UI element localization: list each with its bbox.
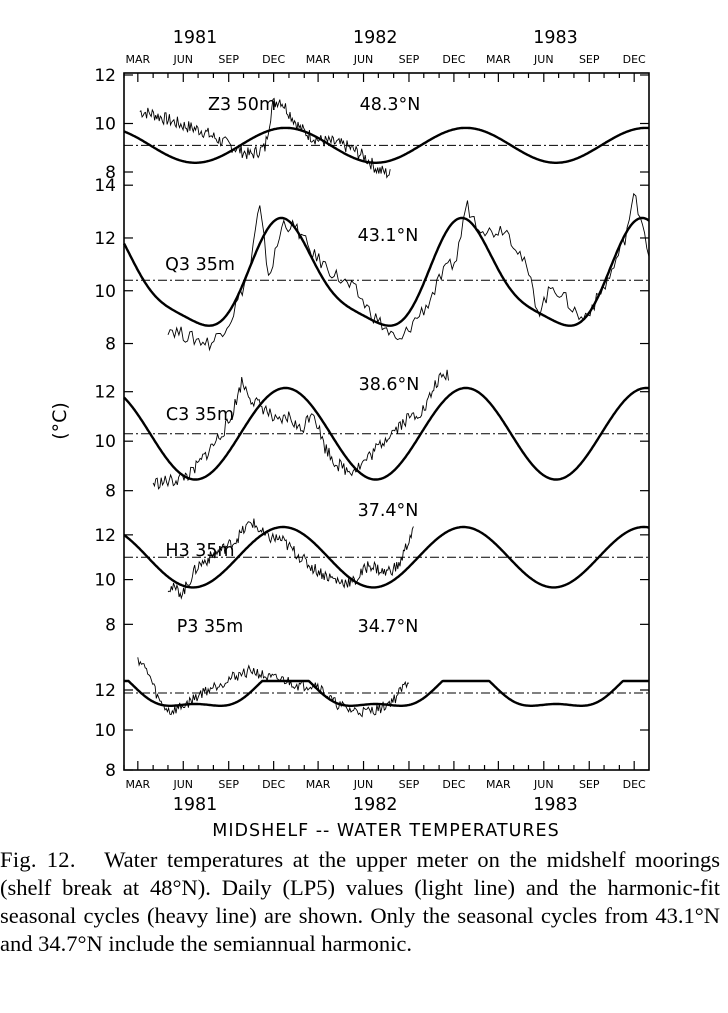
bottom-month-label: MAR <box>306 778 331 791</box>
top-month-label: DEC <box>262 53 285 66</box>
y-tick-label: 10 <box>94 721 116 741</box>
top-year-label: 1983 <box>533 28 578 48</box>
panel-h3: 8 10 12 H3 35m 37.4°N <box>94 501 650 635</box>
panel-z3: 8 10 12 Z3 50m 48.3°N <box>94 66 649 183</box>
bottom-month-label: MAR <box>486 778 511 791</box>
y-tick-label: 10 <box>94 115 116 135</box>
panel-latitude-label: 43.1°N <box>358 226 419 246</box>
bottom-month-label: JUN <box>533 778 554 791</box>
top-month-label: MAR <box>125 53 150 66</box>
y-tick-label: 12 <box>94 681 116 701</box>
top-month-label: SEP <box>579 53 600 66</box>
bottom-month-label: SEP <box>399 778 420 791</box>
panel-latitude-label: 48.3°N <box>360 95 421 115</box>
top-month-label: JUN <box>353 53 374 66</box>
bottom-month-label: JUN <box>353 778 374 791</box>
y-axis-label: (°C) <box>49 402 71 440</box>
daily-values-line <box>137 657 410 718</box>
bottom-month-labels: MAR JUN SEP DEC MAR JUN SEP DEC MAR JUN SEP DEC <box>125 778 646 791</box>
bottom-year-label: 1983 <box>533 795 578 815</box>
y-tick-label: 12 <box>94 383 116 403</box>
y-tick-label: 10 <box>94 282 116 302</box>
panel-q3: 8 10 12 14 Q3 35m 43.1°N <box>94 176 650 355</box>
daily-values-line <box>167 192 650 352</box>
bottom-year-label: 1982 <box>353 795 398 815</box>
water-temperature-chart: MAR JUN SEP DEC MAR JUN SEP DEC MAR JUN SEP DEC MAR… <box>49 28 650 840</box>
bottom-month-label: DEC <box>442 778 465 791</box>
bottom-year-labels: 1981 1982 1983 <box>173 795 578 815</box>
daily-values-line <box>152 369 449 490</box>
panels: 8 10 12 Z3 50m 48.3°N 8 10 12 14 Q3 35m 43.1°N 8 10 1… <box>94 66 650 781</box>
harmonic-fit-line <box>123 525 650 589</box>
y-tick-label: 8 <box>105 615 116 635</box>
y-tick-label: 14 <box>94 176 116 196</box>
top-month-label: DEC <box>442 53 465 66</box>
caption-label: Fig. 12. <box>0 847 76 872</box>
y-tick-label: 8 <box>105 335 116 355</box>
daily-values-line <box>167 518 414 600</box>
y-tick-label: 10 <box>94 571 116 591</box>
bottom-year-label: 1981 <box>173 795 218 815</box>
bottom-month-label: SEP <box>579 778 600 791</box>
top-year-label: 1981 <box>173 28 218 48</box>
panel-name-label: H3 35m <box>165 541 234 561</box>
top-year-label: 1982 <box>353 28 398 48</box>
top-month-label: SEP <box>399 53 420 66</box>
panel-latitude-label: 34.7°N <box>358 617 419 637</box>
panel-name-label: P3 35m <box>177 617 244 637</box>
bottom-month-label: DEC <box>623 778 646 791</box>
panel-p3: 8 10 12 P3 35m 34.7°N <box>94 617 649 781</box>
y-tick-label: 8 <box>105 163 116 183</box>
bottom-month-label: DEC <box>262 778 285 791</box>
y-tick-label: 12 <box>94 526 116 546</box>
harmonic-fit-line <box>123 126 649 164</box>
panel-c3: 8 10 12 C3 35m 38.6°N <box>94 369 650 502</box>
caption-text: Water temperatures at the upper meter on… <box>0 847 720 956</box>
y-tick-label: 8 <box>105 761 116 781</box>
harmonic-fit-line <box>123 386 650 481</box>
plot-frame <box>123 72 650 771</box>
top-month-label: MAR <box>486 53 511 66</box>
top-month-label: JUN <box>173 53 194 66</box>
y-tick-label: 8 <box>105 482 116 502</box>
harmonic-fit-line <box>122 216 650 327</box>
daily-values-line <box>139 97 391 179</box>
top-month-label: JUN <box>533 53 554 66</box>
y-tick-label: 12 <box>94 66 116 86</box>
top-month-label: SEP <box>218 53 239 66</box>
y-tick-label: 10 <box>94 432 116 452</box>
y-tick-label: 12 <box>94 229 116 249</box>
bottom-month-label: SEP <box>218 778 239 791</box>
axis-ticks <box>123 73 635 770</box>
top-month-labels: MAR JUN SEP DEC MAR JUN SEP DEC MAR JUN SEP DEC <box>125 53 646 66</box>
panel-name-label: Q3 35m <box>165 255 235 275</box>
panel-name-label: C3 35m <box>166 405 234 425</box>
panel-latitude-label: 37.4°N <box>358 501 419 521</box>
top-month-label: MAR <box>306 53 331 66</box>
top-year-labels: 1981 1982 1983 <box>173 28 578 48</box>
panel-latitude-label: 38.6°N <box>359 375 420 395</box>
chart-title: MIDSHELF -- WATER TEMPERATURES <box>212 821 559 840</box>
bottom-month-label: JUN <box>173 778 194 791</box>
bottom-month-label: MAR <box>125 778 150 791</box>
panel-name-label: Z3 50m <box>208 95 276 115</box>
top-month-label: DEC <box>623 53 646 66</box>
figure-caption: Fig. 12. Water temperatures at the upper… <box>0 846 720 958</box>
